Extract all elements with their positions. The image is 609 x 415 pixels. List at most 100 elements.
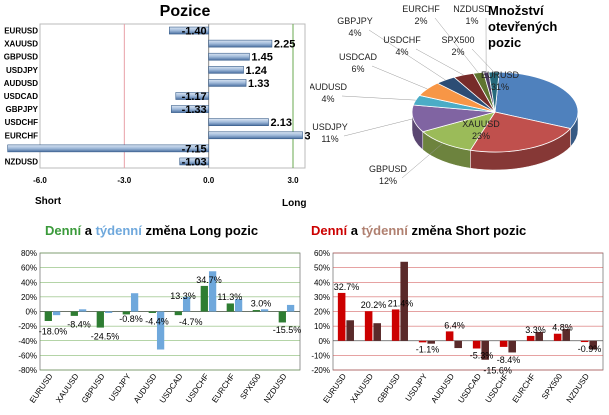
data-label: 3.0% xyxy=(251,298,272,308)
pie-title-line: pozic xyxy=(488,35,521,50)
y-tick-label: 20% xyxy=(21,293,37,302)
x-tick-label: GBPUSD xyxy=(80,372,107,405)
category-label: EURUSD xyxy=(4,27,38,36)
bar-weekly xyxy=(53,312,60,316)
title-part-c: týdenní xyxy=(96,223,143,238)
x-tick-label: 3.0 xyxy=(287,176,299,185)
value-label: 2.25 xyxy=(274,39,295,51)
value-label: 1.33 xyxy=(248,78,269,90)
bar-weekly xyxy=(427,341,435,344)
pie-leader xyxy=(342,96,416,100)
title-part-b: a xyxy=(81,223,95,238)
bar xyxy=(209,132,303,139)
bar-daily xyxy=(446,331,454,340)
pie-label: XAUUSD xyxy=(462,119,500,129)
category-label: XAUUSD xyxy=(4,40,38,49)
bar-daily xyxy=(392,309,400,340)
data-label: 4.8% xyxy=(552,323,573,333)
bar-daily xyxy=(527,336,535,341)
short-change-chart: Denní a týdenní změna Short pozic 60% 50% 4… xyxy=(305,215,609,410)
pie-title-line: Množství xyxy=(488,3,544,18)
bar-daily xyxy=(554,334,562,341)
pie-percent: 23% xyxy=(472,131,490,141)
long-label: Long xyxy=(282,198,306,209)
bar xyxy=(209,66,244,73)
data-label: -4.7% xyxy=(179,317,203,327)
pie-percent: 4% xyxy=(395,47,408,57)
open-positions-pie-svg: EURUSD31%XAUUSD23%GBPUSD12%USDJPY11%AUDU… xyxy=(310,0,609,215)
x-tick-label: NZDUSD xyxy=(262,372,289,405)
data-label: 32.7% xyxy=(334,282,360,292)
pie-label: USDCAD xyxy=(339,52,378,62)
data-label: 13.3% xyxy=(170,291,196,301)
y-tick-label: -20% xyxy=(311,366,330,375)
data-label: -8.4% xyxy=(67,320,91,330)
bar-daily xyxy=(175,312,182,316)
bar-weekly xyxy=(287,305,294,312)
bar-daily xyxy=(227,303,234,311)
x-tick-label: -3.0 xyxy=(117,176,131,185)
x-tick-label: -6.0 xyxy=(33,176,47,185)
x-tick-label: EURUSD xyxy=(321,372,348,405)
x-tick-label: EURUSD xyxy=(28,372,55,405)
pie-percent: 11% xyxy=(321,134,338,144)
y-tick-label: -40% xyxy=(18,337,37,346)
pie-percent: 1% xyxy=(465,16,478,26)
y-tick-label: 80% xyxy=(21,249,37,258)
value-label: -1.33 xyxy=(182,104,207,116)
x-tick-label: NZDUSD xyxy=(565,372,592,405)
bar xyxy=(8,145,209,152)
x-tick-label: GBPUSD xyxy=(375,372,402,405)
pie-label: USDCHF xyxy=(383,35,421,45)
bar-weekly xyxy=(454,341,462,348)
pie-label: EURCHF xyxy=(402,4,440,14)
data-label: 3.3% xyxy=(525,325,546,335)
data-label: -5.3% xyxy=(470,351,494,361)
y-tick-label: 10% xyxy=(314,322,330,331)
pie-label: SPX500 xyxy=(441,35,474,45)
bar-daily xyxy=(279,312,286,323)
category-label: USDCAD xyxy=(4,92,38,101)
bar xyxy=(209,53,250,60)
bar xyxy=(209,119,269,126)
y-tick-label: 20% xyxy=(314,308,330,317)
long-change-chart-svg: Denní a týdenní změna Long pozic80%60%40… xyxy=(0,215,305,410)
pie-label: NZDUSD xyxy=(453,4,491,14)
x-tick-label: AUDUSD xyxy=(132,372,159,405)
data-label: -4.4% xyxy=(145,317,169,327)
x-tick-label: USDCHF xyxy=(184,372,211,405)
short-label: Short xyxy=(35,196,62,207)
data-label: 21.4% xyxy=(388,298,414,308)
y-tick-label: 50% xyxy=(314,264,330,273)
value-label: -1.03 xyxy=(182,156,207,168)
chart-title: Denní a týdenní změna Short pozic xyxy=(311,223,526,238)
title-part-d: změna Long pozic xyxy=(142,223,258,238)
chart-title: Denní a týdenní změna Long pozic xyxy=(45,223,258,238)
y-tick-label: 40% xyxy=(314,278,330,287)
pie-leader xyxy=(435,18,478,73)
pie-percent: 31% xyxy=(491,82,509,92)
value-label: 1.45 xyxy=(251,52,272,64)
bar-daily xyxy=(71,312,78,316)
category-label: GBPJPY xyxy=(6,105,39,114)
pie-label: GBPJPY xyxy=(337,16,373,26)
pie-label: EURUSD xyxy=(481,70,520,80)
x-tick-label: USDCAD xyxy=(456,372,483,405)
pie-percent: 2% xyxy=(414,16,427,26)
y-tick-label: 60% xyxy=(314,249,330,258)
y-tick-label: -80% xyxy=(18,366,37,375)
category-label: USDJPY xyxy=(6,66,39,75)
bar-weekly xyxy=(79,309,86,311)
bar-weekly xyxy=(261,309,268,311)
pie-percent: 12% xyxy=(379,176,397,186)
x-tick-label: XAUUSD xyxy=(54,372,81,405)
bar-weekly xyxy=(131,293,138,311)
pie-label: USDJPY xyxy=(312,122,348,132)
bar-daily xyxy=(419,341,427,343)
bar-daily xyxy=(365,311,373,341)
bar-daily xyxy=(338,293,346,341)
bar-daily xyxy=(149,312,156,313)
bar-daily xyxy=(45,312,52,322)
